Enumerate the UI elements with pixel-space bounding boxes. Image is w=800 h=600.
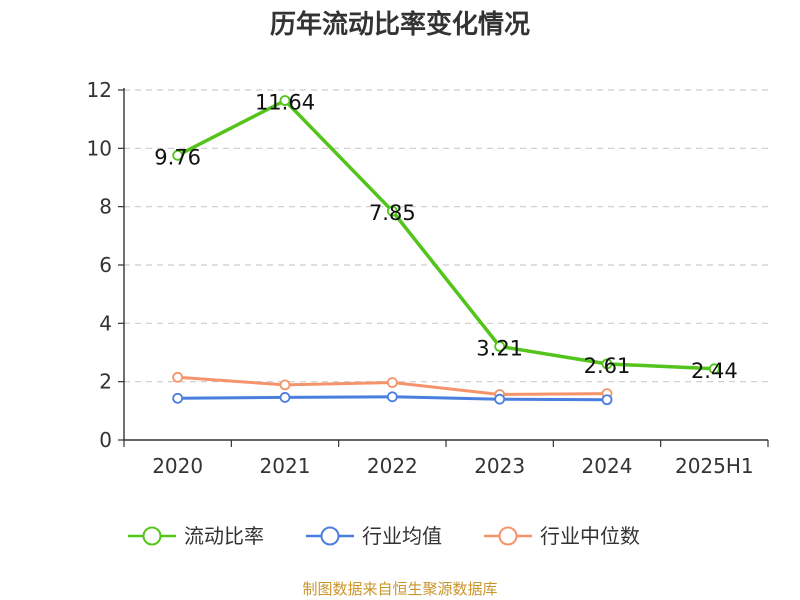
data-labels: 9.76 11.64 7.85 3.21 2.61 2.44: [154, 91, 737, 383]
grid-lines: [124, 89, 768, 383]
y-tick-label: 0: [99, 428, 112, 452]
data-label: 3.21: [476, 336, 523, 360]
legend-marker: [320, 526, 340, 546]
data-point[interactable]: [386, 391, 398, 403]
data-point[interactable]: [601, 358, 613, 370]
data-label: 11.64: [255, 91, 315, 115]
data-label: 2.44: [691, 359, 738, 383]
data-point[interactable]: [172, 149, 184, 161]
x-tick-label: 2023: [474, 454, 525, 478]
legend-label: 流动比率: [184, 524, 264, 548]
y-tick-label: 4: [99, 311, 112, 335]
data-point[interactable]: [279, 95, 291, 106]
source-note: 制图数据来自恒生聚源数据库: [302, 580, 498, 598]
legend[interactable]: 流动比率 行业均值 行业中位数: [128, 524, 640, 548]
data-point[interactable]: [494, 340, 506, 352]
x-tick-label: 2022: [367, 454, 418, 478]
y-tick-label: 8: [99, 195, 112, 219]
data-point[interactable]: [279, 392, 291, 403]
x-tick-label: 2021: [260, 454, 311, 478]
y-tick-label: 12: [87, 78, 112, 102]
legend-marker: [498, 526, 518, 546]
data-label: 7.85: [369, 201, 416, 225]
y-tick-label: 10: [87, 136, 112, 160]
data-label: 2.61: [584, 354, 631, 378]
chart-title: 历年流动比率变化情况: [269, 10, 530, 40]
legend-label: 行业中位数: [540, 524, 640, 548]
legend-label: 行业均值: [362, 524, 442, 548]
series-line-0: [176, 98, 715, 371]
y-tick-label: 2: [99, 370, 112, 394]
data-point[interactable]: [279, 379, 291, 391]
legend-item-2[interactable]: 行业中位数: [484, 524, 640, 548]
data-point[interactable]: [172, 371, 184, 383]
data-point[interactable]: [386, 205, 398, 217]
legend-item-1[interactable]: 行业均值: [306, 524, 442, 548]
data-point[interactable]: [494, 393, 506, 405]
series-lines: [172, 95, 720, 406]
axes: 0 2 4 6 8 10 12 2020 2021 2022 2023 2024 2025H1: [87, 78, 769, 478]
legend-item-0[interactable]: 流动比率: [128, 524, 264, 548]
data-point[interactable]: [386, 377, 398, 388]
x-tick-label: 2024: [582, 454, 633, 478]
y-tick-label: 6: [99, 253, 112, 277]
data-point[interactable]: [172, 392, 184, 404]
x-tick-label: 2020: [152, 454, 203, 478]
legend-marker: [142, 526, 162, 546]
x-tick-label: 2025H1: [675, 454, 754, 478]
data-point[interactable]: [601, 394, 613, 406]
data-point[interactable]: [708, 363, 720, 375]
data-label: 9.76: [154, 145, 201, 169]
